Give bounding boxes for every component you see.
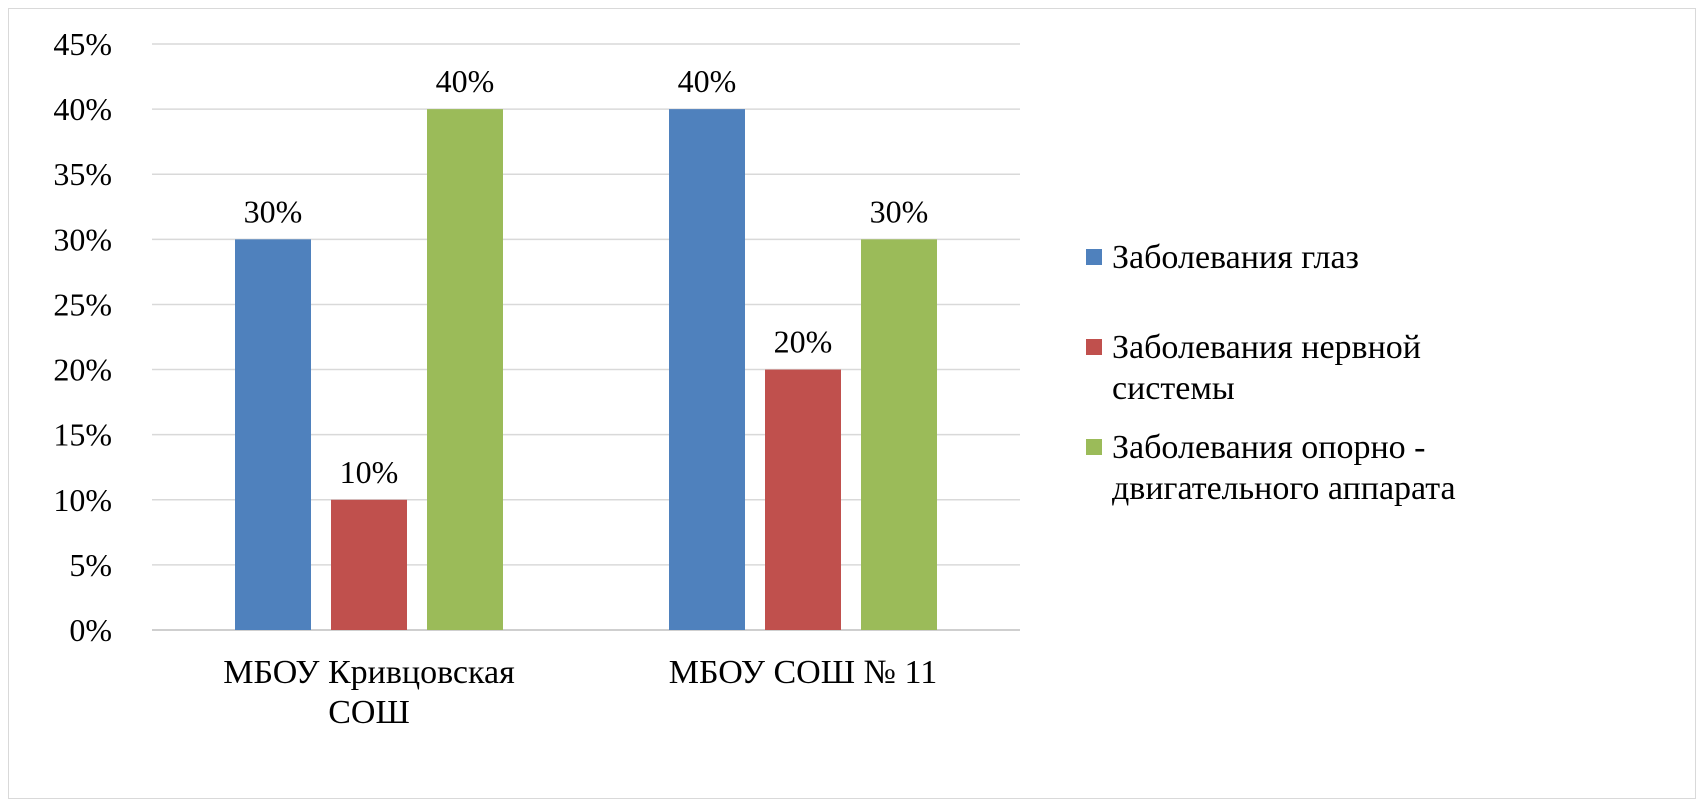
legend-label: системы (1112, 370, 1235, 407)
bar (765, 369, 841, 630)
y-tick-label: 0% (69, 612, 112, 648)
bar (669, 109, 745, 631)
legend-swatch (1086, 439, 1102, 455)
data-labels: 30% 10% 40% 40% 20% 30% (244, 63, 929, 490)
data-label: 10% (340, 454, 399, 490)
legend-label: двигательного аппарата (1112, 470, 1456, 507)
y-tick-label: 30% (53, 221, 112, 257)
legend-swatch (1086, 339, 1102, 355)
y-tick-label: 45% (53, 26, 112, 62)
x-category-label: СОШ (328, 694, 410, 731)
legend-label: Заболевания глаз (1112, 239, 1359, 276)
y-tick-label: 5% (69, 547, 112, 583)
bar (427, 109, 503, 631)
data-label: 20% (774, 324, 833, 360)
y-tick-label: 20% (53, 352, 112, 388)
legend-label: Заболевания нервной (1112, 329, 1421, 366)
data-label: 40% (436, 63, 495, 99)
legend-label: Заболевания опорно - (1112, 429, 1425, 466)
x-category-label: МБОУ СОШ № 11 (669, 654, 937, 691)
y-tick-label: 40% (53, 91, 112, 127)
y-tick-label: 35% (53, 156, 112, 192)
data-label: 30% (244, 193, 303, 229)
bar (235, 239, 311, 631)
y-axis-ticks: 0% 5% 10% 15% 20% 25% 30% 35% 40% 45% (53, 26, 112, 648)
bar (861, 239, 937, 631)
data-label: 30% (870, 193, 929, 229)
y-tick-label: 25% (53, 286, 112, 322)
data-label: 40% (678, 63, 737, 99)
y-tick-label: 10% (53, 482, 112, 518)
legend-swatch (1086, 249, 1102, 265)
bars (235, 109, 937, 631)
x-category-label: МБОУ Кривцовская (223, 654, 515, 691)
y-tick-label: 15% (53, 417, 112, 453)
legend: Заболевания глаз Заболевания нервной систе… (1086, 239, 1456, 507)
bar (331, 499, 407, 630)
chart-frame (8, 8, 1696, 799)
